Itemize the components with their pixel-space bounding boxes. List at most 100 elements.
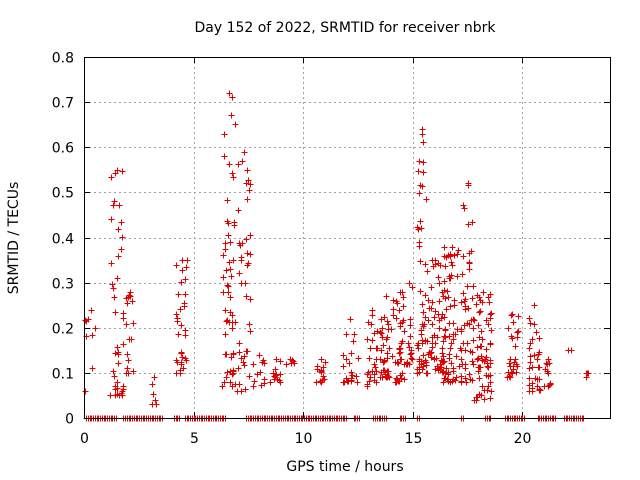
data-point (226, 90, 233, 97)
data-point (469, 358, 476, 365)
data-point (408, 350, 415, 357)
data-point (178, 279, 185, 286)
data-point (251, 378, 258, 385)
data-point (235, 161, 242, 168)
data-point (322, 359, 329, 366)
data-point (384, 334, 391, 341)
data-point (238, 280, 245, 287)
data-point (532, 375, 539, 382)
data-point (465, 180, 472, 187)
data-point (420, 309, 427, 316)
data-point (468, 317, 475, 324)
data-point (437, 262, 444, 269)
x-tick-label: 20 (514, 431, 532, 447)
data-point (479, 383, 486, 390)
data-point (436, 298, 443, 305)
data-point (405, 340, 412, 347)
data-point (488, 310, 495, 317)
data-point (428, 284, 435, 291)
data-point (458, 379, 465, 386)
data-point (238, 355, 245, 362)
data-point (114, 275, 121, 282)
data-point (474, 356, 481, 363)
data-point (455, 247, 462, 254)
data-point (396, 345, 403, 352)
data-point (246, 187, 253, 194)
data-point (178, 361, 185, 368)
data-point (507, 356, 514, 363)
data-point (366, 355, 373, 362)
data-point (432, 366, 439, 373)
axis-ticks: 0 0.1 0.2 0.3 0.4 0.5 0.6 0.7 0.8 0 5 10 15 20 (52, 51, 610, 447)
data-point (423, 359, 430, 366)
data-point (514, 363, 521, 370)
data-point (384, 355, 391, 362)
data-point (126, 336, 133, 343)
data-point (110, 285, 117, 292)
data-point (398, 340, 405, 347)
data-point (378, 347, 385, 354)
data-point (449, 262, 456, 269)
data-point (175, 291, 182, 298)
data-point (373, 379, 380, 386)
data-point (447, 275, 454, 282)
data-point (377, 356, 384, 363)
data-point (344, 378, 351, 385)
data-point (464, 340, 471, 347)
data-point (469, 295, 476, 302)
data-point (425, 297, 432, 304)
data-point (418, 331, 425, 338)
data-point (542, 366, 549, 373)
data-point (115, 226, 122, 233)
data-point (526, 345, 533, 352)
data-point (527, 320, 534, 327)
data-point (416, 190, 423, 197)
data-point (222, 307, 229, 314)
data-point (482, 356, 489, 363)
data-point (469, 219, 476, 226)
data-point (250, 383, 257, 390)
data-point (125, 357, 132, 364)
data-point (150, 391, 157, 398)
data-point (222, 331, 229, 338)
data-point (474, 344, 481, 351)
data-point (417, 258, 424, 265)
data-point (222, 240, 229, 247)
data-point (429, 299, 436, 306)
data-point (476, 294, 483, 301)
data-point (178, 322, 185, 329)
data-point (432, 340, 439, 347)
data-point (227, 294, 234, 301)
data-point (223, 374, 230, 381)
y-tick-label: 0.2 (52, 322, 74, 338)
data-point (277, 379, 284, 386)
data-point (313, 379, 320, 386)
data-point (506, 360, 513, 367)
data-point (108, 216, 115, 223)
data-point (480, 289, 487, 296)
data-point (236, 340, 243, 347)
data-point (432, 257, 439, 264)
data-point (274, 376, 281, 383)
data-point (256, 352, 263, 359)
data-point (377, 374, 384, 381)
data-point (448, 360, 455, 367)
data-point (236, 240, 243, 247)
data-point (380, 359, 387, 366)
data-point (179, 257, 186, 264)
data-point (378, 330, 385, 337)
data-point (224, 218, 231, 225)
data-point (354, 379, 361, 386)
data-point (364, 371, 371, 378)
data-point (477, 343, 484, 350)
data-point (267, 379, 274, 386)
data-point (247, 251, 254, 258)
data-point (396, 307, 403, 314)
data-point (466, 321, 473, 328)
data-point (149, 401, 156, 408)
data-point (234, 388, 241, 395)
data-point (130, 320, 137, 327)
data-point (247, 232, 254, 239)
data-point (531, 352, 538, 359)
data-point (244, 250, 251, 257)
